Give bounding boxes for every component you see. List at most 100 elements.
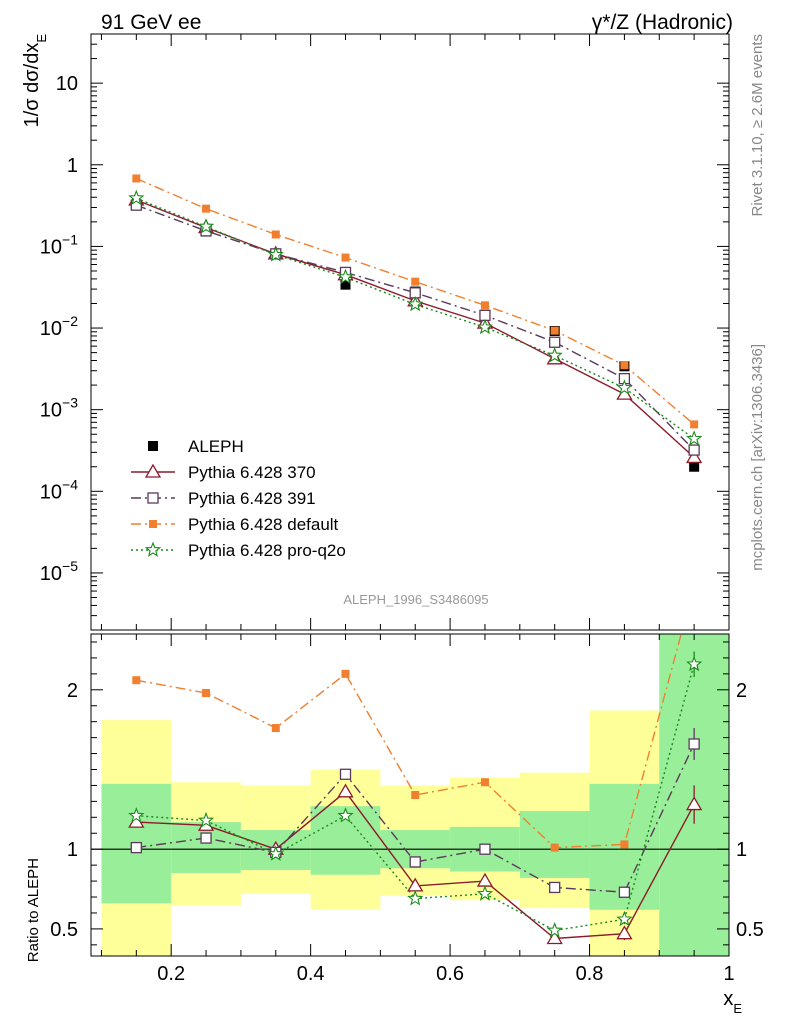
ratio-point-p391 [688,738,700,750]
legend-marker [149,520,157,528]
xtick-label: 0.4 [297,963,325,985]
ratio-point-pdefault [480,778,489,787]
point-pq2o [476,318,494,335]
point-pdefault [480,301,489,310]
ratio-point-pdefault [550,843,559,852]
series-line-p391 [136,204,695,451]
point-pq2o [267,246,284,262]
ratio-point-pdefault [271,724,280,733]
top-ylabel-main: 1/σ dσ/dx [21,43,43,128]
series-data [131,199,700,472]
ratio-point-p370 [686,796,703,811]
ratio-point-pdefault [202,688,211,697]
xtick-label: 0.6 [436,963,464,985]
legend-entry-data: ALEPH [148,437,244,456]
series-line-pdefault [136,177,695,425]
ratio-point-pq2o [476,885,494,901]
point-pq2o [197,218,215,234]
series-pq2o [136,197,695,440]
legend-label: Pythia 6.428 pro-q2o [188,541,346,560]
point-pq2o [686,430,703,446]
data-point [340,279,351,290]
point-p391 [688,444,700,456]
xlabel: xE [723,988,742,1016]
legend: ALEPH Pythia 6.428 370 Pythia 6.428 391 Pyt… [131,437,346,560]
legend-marker [144,541,162,557]
ratio-series-pq2o [128,651,703,938]
top-ytick-label: 1 [67,155,78,177]
bottom-ytick-label-right: 1 [736,839,747,861]
data-point [689,461,700,472]
point-pq2o [128,189,145,206]
ytick-base: 10 [40,481,62,503]
legend-label: Pythia 6.428 default [188,515,339,534]
top-ytick-label: 10−2 [40,313,78,340]
point-p370 [686,449,703,464]
top-frame [90,33,730,631]
legend-label: Pythia 6.428 370 [188,463,316,482]
ratio-point-p391 [618,886,631,898]
series-p391 [136,204,695,451]
bottom-ytick-label-left: 1 [67,839,78,861]
legend-label: ALEPH [188,437,244,456]
ratio-point-p391 [549,881,561,894]
series-p370 [136,199,695,458]
ratio-series-p370 [128,783,703,945]
ratio-point-pdefault [411,791,420,799]
ytick-exponent: −4 [62,476,78,492]
ratio-line-p391 [136,743,695,893]
point-pdefault [202,204,211,213]
legend-entry-pq2o: Pythia 6.428 pro-q2o [131,541,346,560]
ratio-point-p391 [339,768,352,780]
ratio-line-pdefault [136,634,682,849]
xlabel-sub: E [733,1001,742,1016]
legend-entry-p370: Pythia 6.428 370 [131,463,316,482]
ratio-series-pdefault [132,582,698,852]
top-ytick-label: 10 [56,73,78,95]
ratio-point-pq2o [267,845,284,861]
ytick-base: 10 [40,318,62,340]
point-pdefault [690,420,699,429]
mcplots-label: mcplots.cern.ch [arXiv:1306.3436] [749,344,766,571]
ratio-point-pq2o [197,811,215,828]
bottom-ytick-label-left: 2 [67,680,78,702]
ratio-point-p370 [337,783,354,798]
header-right: γ*/Z (Hadronic) [592,11,733,34]
ratio-point-pq2o [546,921,563,938]
legend-marker [148,441,158,451]
point-pdefault [550,326,559,335]
ratio-point-pq2o [337,807,354,823]
legend-entry-p391: Pythia 6.428 391 [131,489,316,508]
ratio-point-pq2o [616,910,633,927]
top-ytick-label: 10−1 [40,231,78,258]
point-pdefault [132,174,141,183]
ratio-point-p391 [479,843,491,855]
ytick-base: 10 [40,236,62,258]
ytick-exponent: −5 [62,558,78,574]
bottom-ytick-label-left: 0.5 [50,919,78,941]
ratio-point-p391 [200,832,212,844]
bottom-ylabel: Ratio to ALEPH [25,858,42,962]
ratio-point-pq2o [407,890,424,906]
ratio-point-pq2o [128,807,145,823]
point-pq2o [546,347,563,363]
ratio-point-pdefault [690,582,698,590]
series-line-pq2o [136,197,695,440]
ratio-series-layer [128,582,703,945]
point-pq2o [407,295,424,312]
ratio-point-pdefault [620,840,629,849]
xtick-label: 1 [723,963,734,985]
point-pdefault [411,277,420,286]
markers-pq2o [128,189,703,446]
legend-marker [144,463,162,478]
point-pdefault [341,253,350,262]
ratio-point-pdefault [132,676,141,685]
point-p391 [549,336,561,348]
series-line-p370 [136,199,695,458]
markers-pdefault [132,174,699,429]
legend-entry-pdefault: Pythia 6.428 default [131,515,339,534]
markers-p391 [130,199,700,456]
ytick-base: 10 [40,563,62,585]
